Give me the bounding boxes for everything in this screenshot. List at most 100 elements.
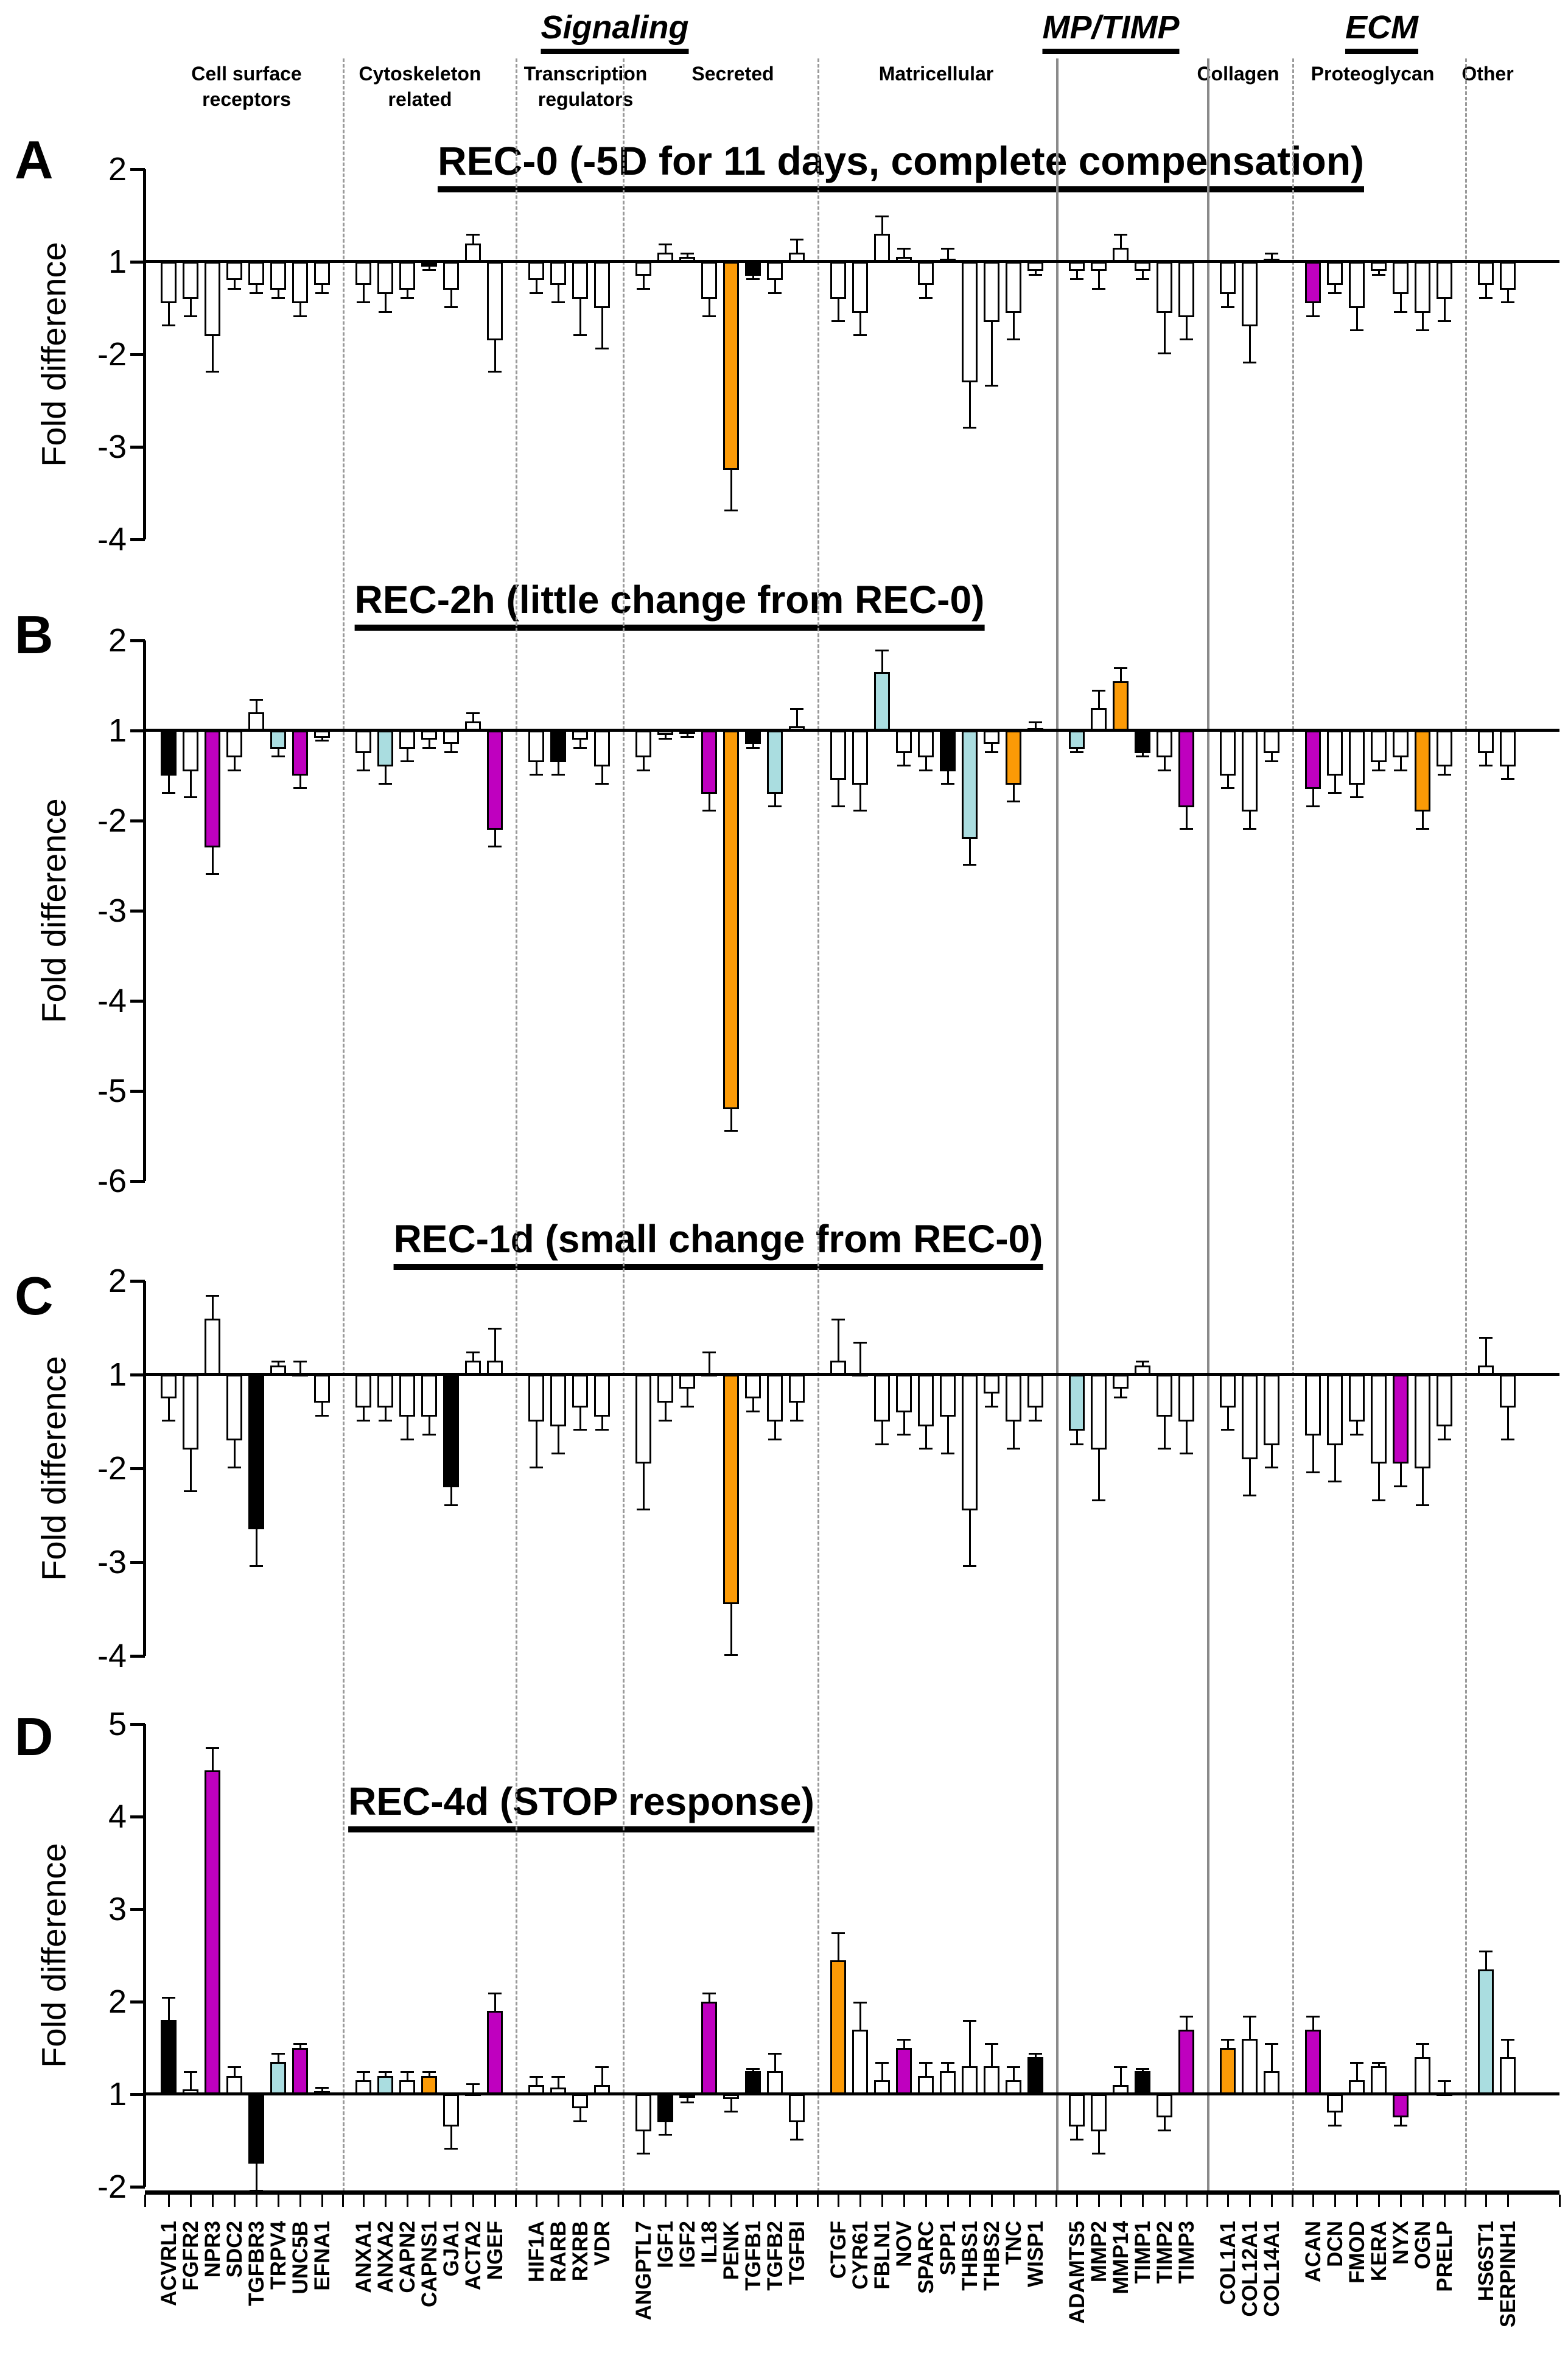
bar-nov [896, 257, 912, 262]
bar-kera [1371, 731, 1387, 762]
error-bar-cap [919, 2061, 933, 2064]
bar-hs6st1 [1478, 1365, 1494, 1375]
error-bar [579, 739, 581, 749]
error-bar-cap [379, 2071, 392, 2073]
x-axis-tick [1271, 2195, 1273, 2207]
bar-acan [1305, 1375, 1321, 1436]
error-bar-cap [724, 2111, 738, 2113]
error-bar [472, 2083, 474, 2092]
error-bar-cap [637, 769, 650, 771]
y-axis-tick [130, 1723, 145, 1726]
error-bar-cap [184, 796, 197, 798]
bar-igf1 [657, 1375, 673, 1403]
error-bar [1444, 2080, 1446, 2092]
error-bar-cap [897, 2038, 911, 2041]
error-bar-cap [595, 1429, 609, 1431]
bar-ctgf [830, 731, 846, 780]
bar-prelp [1437, 1375, 1452, 1426]
bar-il18 [701, 731, 717, 794]
y-tick-label: -2 [97, 1450, 127, 1487]
bar-acan [1305, 731, 1321, 790]
panel-b-letter: B [15, 605, 54, 665]
error-bar-cap [681, 2102, 694, 2104]
error-bar-cap [551, 1452, 565, 1454]
bar-fgfr2 [183, 262, 198, 299]
error-bar-cap [1114, 2066, 1127, 2069]
error-bar [709, 298, 710, 318]
bar-anxa2 [377, 1375, 393, 1408]
error-bar-cap [875, 216, 889, 217]
y-axis-tick [130, 261, 145, 264]
bar-unc5b [292, 262, 308, 304]
bar-angptl7 [635, 1375, 651, 1464]
error-bar-cap [1007, 1448, 1020, 1450]
error-bar [601, 766, 603, 785]
bar-tnc [1006, 1375, 1021, 1422]
x-axis-tick [212, 2195, 214, 2207]
error-bar-cap [401, 1438, 414, 1440]
error-bar-cap [1158, 2129, 1171, 2131]
error-bar-cap [551, 2075, 565, 2078]
error-bar-cap [637, 287, 650, 290]
bar-thbs2 [984, 262, 999, 322]
bar-col1a1 [1220, 731, 1236, 776]
bar-ctgf [830, 1360, 846, 1375]
error-bar-cap [1221, 306, 1234, 308]
bar-fmod [1349, 262, 1365, 308]
error-bar-cap [1306, 315, 1320, 318]
error-bar-cap [853, 334, 867, 336]
error-bar-cap [162, 1420, 175, 1422]
bar-spp1 [940, 2071, 956, 2094]
error-bar [472, 712, 474, 722]
x-axis-tick [859, 2195, 861, 2207]
error-bar [234, 757, 236, 771]
bar-vdr [594, 262, 610, 308]
error-bar-cap [1092, 690, 1105, 692]
category-signaling: Signaling [541, 9, 689, 54]
error-bar [1098, 1450, 1100, 1501]
error-bar [1227, 2038, 1229, 2048]
error-bar-cap [1114, 1396, 1127, 1398]
bar-thbs2 [984, 2066, 999, 2094]
bar-npr3 [205, 731, 220, 848]
error-bar-cap [790, 239, 803, 240]
error-bar-cap [530, 292, 543, 295]
error-bar-cap [941, 782, 954, 785]
error-bar [1444, 766, 1446, 776]
x-axis-tick [278, 2195, 279, 2207]
error-bar-cap [659, 2134, 672, 2136]
bar-col12a1 [1242, 2038, 1258, 2094]
error-bar [429, 739, 430, 749]
error-bar-cap [1501, 2038, 1514, 2041]
error-bar-cap [1350, 1434, 1363, 1436]
error-bar-cap [702, 315, 716, 318]
error-bar-cap [530, 774, 543, 776]
error-bar [494, 1328, 496, 1361]
y-axis-line [143, 1724, 146, 2187]
bar-thbs1 [962, 262, 978, 382]
bar-gja1 [443, 262, 459, 290]
y-axis-tick [130, 2000, 145, 2004]
bar-sdc2 [226, 2075, 242, 2094]
error-bar [1142, 271, 1144, 281]
gene-label-trpv4: TRPV4 [267, 2221, 290, 2290]
x-axis-tick [1098, 2195, 1100, 2207]
gene-label-npr3: NPR3 [201, 2221, 225, 2278]
bar-hif1a [528, 1375, 544, 1422]
error-bar-cap [293, 1360, 307, 1362]
x-axis-tick [1378, 2195, 1380, 2207]
error-bar-cap [444, 1504, 458, 1506]
bar-il18 [701, 2002, 717, 2094]
error-bar [256, 1529, 257, 1567]
error-bar [1076, 2126, 1078, 2140]
bar-tgfbi [789, 1375, 805, 1403]
error-bar [1507, 1407, 1509, 1440]
bar-adamts5 [1069, 262, 1085, 272]
bar-angptl7 [635, 2094, 651, 2131]
error-bar-cap [228, 287, 241, 290]
error-bar [1271, 2043, 1273, 2071]
y-tick-label: 1 [108, 1356, 127, 1393]
bar-adamts5 [1069, 1375, 1085, 1431]
x-axis-tick [817, 2195, 819, 2207]
bar-cyr61 [852, 262, 868, 313]
